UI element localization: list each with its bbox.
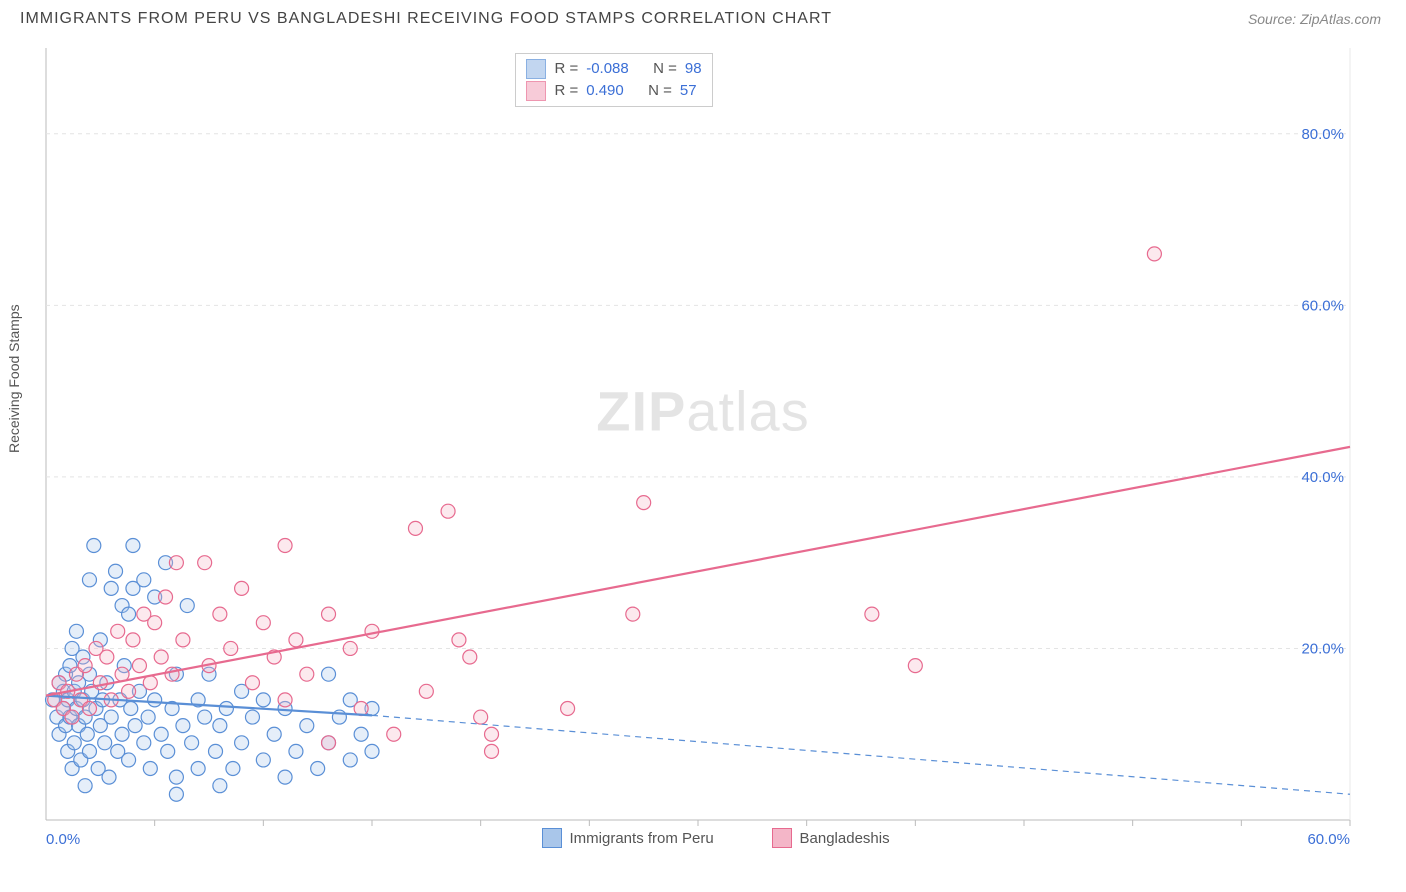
scatter-plot: 20.0% 40.0% 60.0% 80.0% 0.0% 60.0% [0,28,1406,878]
svg-text:80.0%: 80.0% [1301,126,1344,143]
legend-bangladeshi-label: Bangladeshis [800,830,890,847]
svg-text:60.0%: 60.0% [1301,297,1344,314]
source-label: Source: ZipAtlas.com [1248,11,1381,27]
legend-peru-label: Immigrants from Peru [570,830,714,847]
correlation-legend: R = -0.088 N = 98R = 0.490 N = 57 [515,53,712,107]
y-axis-label: Receiving Food Stamps [6,304,22,453]
svg-text:0.0%: 0.0% [46,831,80,848]
chart-title: IMMIGRANTS FROM PERU VS BANGLADESHI RECE… [20,10,832,28]
svg-text:60.0%: 60.0% [1307,831,1350,848]
legend-peru: Immigrants from Peru [542,828,714,848]
svg-text:20.0%: 20.0% [1301,640,1344,657]
svg-text:40.0%: 40.0% [1301,469,1344,486]
chart-area: Receiving Food Stamps 20.0% 40.0% 60.0% 80.… [0,28,1406,878]
legend-bangladeshi: Bangladeshis [772,828,890,848]
